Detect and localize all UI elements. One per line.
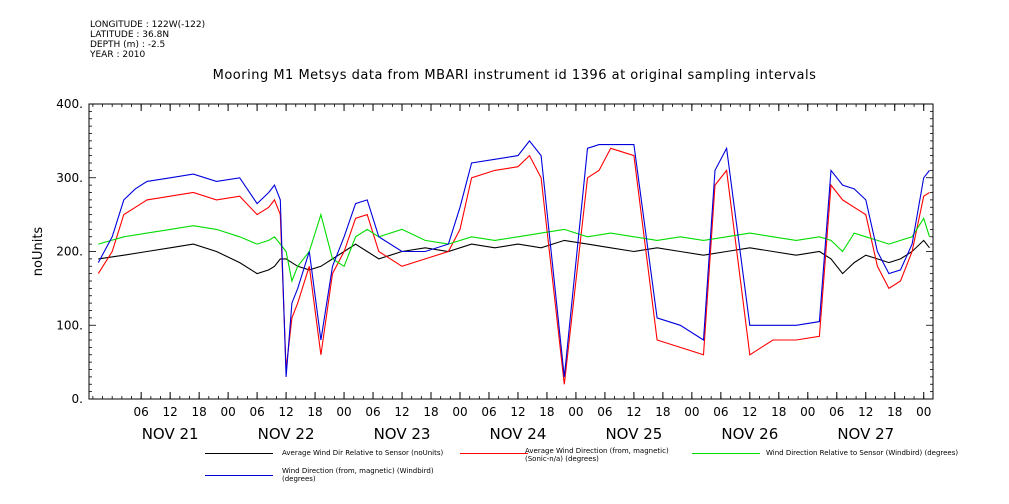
x-tick-label: 00 [800,405,815,419]
legend-swatch [205,475,273,476]
legend-swatch [205,453,273,454]
legend-label: Average Wind Dir Relative to Sensor (noU… [282,449,444,457]
x-tick-label: 06 [365,405,380,419]
x-tick-label: 18 [771,405,786,419]
x-tick-label: 12 [163,405,178,419]
y-tick-label: 0. [72,392,83,406]
x-day-label: NOV 25 [605,425,662,443]
legend-swatch [460,453,528,454]
chart-title: Mooring M1 Metsys data from MBARI instru… [212,68,817,83]
series-line-4 [97,140,930,377]
x-tick-label: 06 [829,405,844,419]
year-label: YEAR : 2010 [90,50,146,60]
x-tick-label: 18 [655,405,670,419]
x-tick-label: 12 [394,405,409,419]
x-day-label: NOV 27 [837,425,894,443]
y-tick-label: 400. [56,97,83,111]
x-tick-label: 18 [191,405,206,419]
x-day-label: NOV 26 [721,425,778,443]
x-day-label: NOV 23 [374,425,431,443]
x-tick-label: 12 [742,405,757,419]
latitude-label: LATITUDE : 36.8N [90,30,170,40]
x-tick-label: 06 [713,405,728,419]
x-tick-label: 00 [220,405,235,419]
x-day-label: NOV 22 [258,425,315,443]
x-tick-label: 06 [481,405,496,419]
y-tick-label: 300. [56,171,83,185]
x-tick-label: 12 [510,405,525,419]
x-tick-label: 12 [278,405,293,419]
legend-label: Wind Direction (from, magnetic) (Windbir… [282,467,434,483]
y-axis-label: noUnits [31,227,46,277]
legend-swatch [692,453,760,454]
x-tick-label: 18 [539,405,554,419]
series-line-3 [98,212,931,283]
legend-label: Average Wind Direction (from, magnetic) … [525,447,669,463]
x-tick-label: 00 [916,405,931,419]
x-tick-label: 00 [684,405,699,419]
legend-label: Wind Direction Relative to Sensor (Windb… [766,449,959,457]
x-day-label: NOV 21 [142,425,199,443]
x-day-label: NOV 24 [490,425,547,443]
x-tick-label: 00 [452,405,467,419]
x-tick-label: 00 [336,405,351,419]
x-tick-label: 12 [626,405,641,419]
metadata-header: LONGITUDE : 122W(-122) LATITUDE : 36.8N … [90,20,205,60]
x-tick-label: 06 [249,405,264,419]
x-tick-label: 06 [134,405,149,419]
x-tick-label: 18 [423,405,438,419]
x-tick-label: 18 [887,405,902,419]
series-line-1 [98,239,930,275]
y-tick-label: 100. [56,318,83,332]
x-tick-label: 12 [858,405,873,419]
depth-label: DEPTH (m) : -2.5 [90,40,166,50]
x-tick-label: 00 [568,405,583,419]
longitude-label: LONGITUDE : 122W(-122) [90,20,206,30]
y-tick-label: 200. [56,245,83,259]
series-line-2 [97,147,930,385]
x-tick-label: 18 [307,405,322,419]
x-tick-label: 06 [597,405,612,419]
